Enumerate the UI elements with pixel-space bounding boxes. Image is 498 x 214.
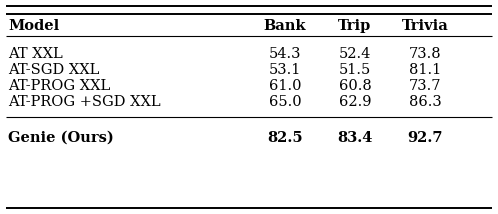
Text: AT-SGD XXL: AT-SGD XXL <box>8 63 100 77</box>
Text: Model: Model <box>8 19 59 33</box>
Text: Trivia: Trivia <box>401 19 448 33</box>
Text: 65.0: 65.0 <box>269 95 301 109</box>
Text: Bank: Bank <box>264 19 306 33</box>
Text: 83.4: 83.4 <box>337 131 373 145</box>
Text: 61.0: 61.0 <box>269 79 301 93</box>
Text: 60.8: 60.8 <box>339 79 372 93</box>
Text: 86.3: 86.3 <box>409 95 441 109</box>
Text: 82.5: 82.5 <box>267 131 303 145</box>
Text: 54.3: 54.3 <box>269 47 301 61</box>
Text: 52.4: 52.4 <box>339 47 371 61</box>
Text: 73.7: 73.7 <box>409 79 441 93</box>
Text: 53.1: 53.1 <box>269 63 301 77</box>
Text: 62.9: 62.9 <box>339 95 371 109</box>
Text: AT-PROG XXL: AT-PROG XXL <box>8 79 110 93</box>
Text: 92.7: 92.7 <box>407 131 443 145</box>
Text: AT XXL: AT XXL <box>8 47 63 61</box>
Text: 51.5: 51.5 <box>339 63 371 77</box>
Text: 81.1: 81.1 <box>409 63 441 77</box>
Text: 73.8: 73.8 <box>409 47 441 61</box>
Text: Genie (Ours): Genie (Ours) <box>8 131 114 145</box>
Text: Trip: Trip <box>338 19 372 33</box>
Text: AT-PROG +SGD XXL: AT-PROG +SGD XXL <box>8 95 161 109</box>
